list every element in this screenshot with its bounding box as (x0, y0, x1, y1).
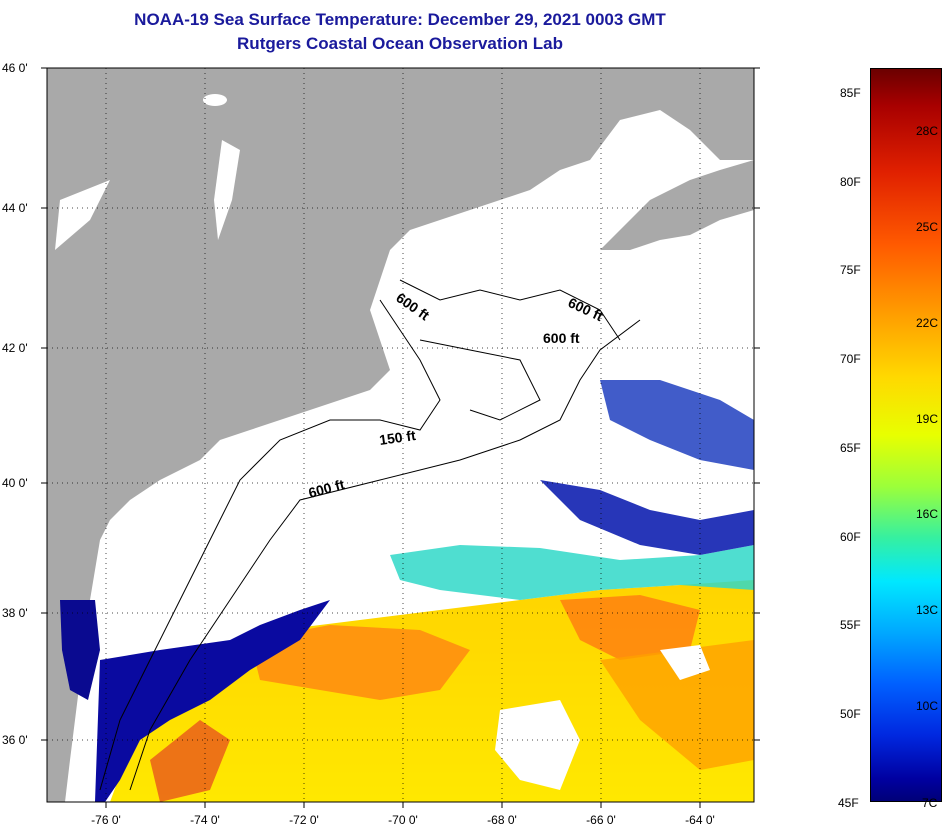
cloud-patch (660, 645, 710, 680)
map-subtitle: Rutgers Coastal Ocean Observation Lab (237, 34, 563, 53)
colorbar-f-label: 70F (840, 352, 861, 366)
tick-marks (41, 67, 760, 808)
map-title: NOAA-19 Sea Surface Temperature: Decembe… (134, 10, 666, 29)
colorbar-c-label: 16C (916, 507, 939, 521)
land-mass-us (47, 68, 754, 802)
lon-label: -76 0' (91, 813, 121, 827)
colorbar-f-label: 75F (840, 263, 861, 277)
contour-label: 600 ft (543, 330, 580, 346)
land-mass-nova-scotia (600, 160, 754, 250)
colorbar-c-label: 13C (916, 603, 939, 617)
hot-water-region (250, 625, 470, 700)
chesapeake-cold-water (60, 600, 100, 700)
lat-label: 46 0' (2, 61, 28, 75)
cold-shelf-water (95, 600, 330, 802)
warm-band-east (600, 640, 754, 770)
colorbar-f-label: 85F (840, 86, 861, 100)
gulf-stream-core (150, 720, 230, 802)
colorbar-f-label: 55F (840, 618, 861, 632)
colorbar-c-label: 10C (916, 699, 939, 713)
colorbar-f-label: 50F (840, 707, 861, 721)
lat-label: 40 0' (2, 476, 28, 490)
colorbar-c-label: 28C (916, 124, 939, 138)
cold-patch-ne (600, 380, 754, 470)
lon-label: -74 0' (190, 813, 220, 827)
lon-label: -66 0' (586, 813, 616, 827)
colorbar-f-label: 60F (840, 530, 861, 544)
colorbar-c-label: 22C (916, 316, 939, 330)
cold-patch-east (540, 480, 754, 555)
colorbar-c-label: 7C (922, 796, 938, 810)
contour-150ft (99, 299, 441, 791)
temperature-colorbar (870, 68, 942, 804)
colorbar-c-label: 19C (916, 412, 939, 426)
lon-label: -64 0' (685, 813, 715, 827)
warm-eddy-east (560, 595, 700, 660)
lon-label: -72 0' (289, 813, 319, 827)
lon-label: -70 0' (388, 813, 418, 827)
lat-label: 36 0' (2, 733, 28, 747)
colorbar-f-label: 65F (840, 441, 861, 455)
lat-label: 38 0' (2, 606, 28, 620)
colorbar-c-label: 25C (916, 220, 939, 234)
contour-label: 150 ft (378, 427, 417, 448)
lake (203, 94, 227, 106)
lat-label: 42 0' (2, 341, 28, 355)
contour-gulf-of-maine (399, 279, 621, 421)
cloud-patch (495, 700, 580, 790)
slope-water-band (390, 545, 754, 600)
sst-map: 600 ft 600 ft 600 ft 150 ft 600 ft (2, 61, 760, 827)
lake (214, 140, 240, 240)
colorbar-f-label: 80F (840, 175, 861, 189)
colorbar-gradient (870, 68, 942, 802)
map-frame (46, 67, 755, 803)
lake (55, 180, 110, 250)
colorbar-f-label: 45F (838, 796, 859, 810)
lon-label: -68 0' (487, 813, 517, 827)
contour-600ft (129, 319, 641, 791)
lat-label: 44 0' (2, 201, 28, 215)
